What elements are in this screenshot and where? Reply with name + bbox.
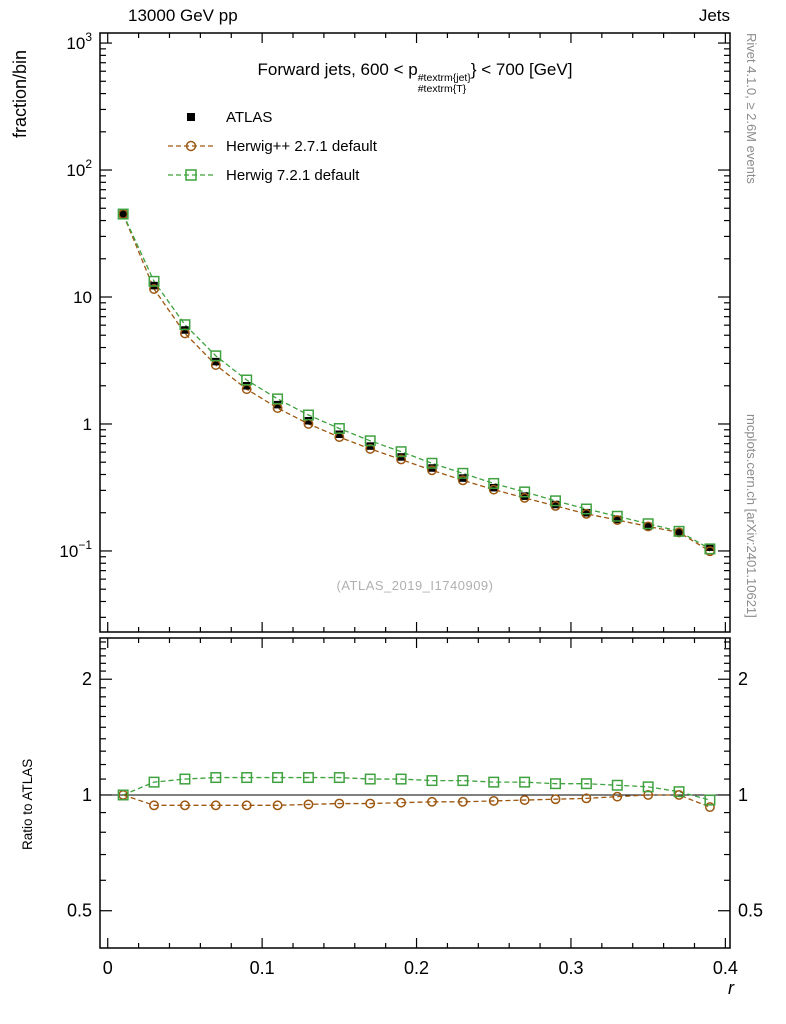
svg-text:ATLAS: ATLAS bbox=[226, 109, 272, 126]
beam-energy-label: 13000 GeV pp bbox=[128, 6, 238, 25]
plot-title: Forward jets, 600 < p #textrm{jet} #textrm… bbox=[100, 60, 730, 95]
svg-text:Herwig 7.2.1 default: Herwig 7.2.1 default bbox=[226, 167, 360, 184]
svg-text:0.1: 0.1 bbox=[250, 958, 275, 978]
main-line-herwig7 bbox=[122, 213, 711, 550]
main-panel-frame bbox=[99, 32, 731, 633]
legend-entry-herwigpp: Herwig++ 2.7.1 default bbox=[168, 138, 378, 155]
legend-entry-ATLAS: ATLAS bbox=[187, 109, 272, 126]
legend-entry-herwig7: Herwig 7.2.1 default bbox=[168, 167, 360, 184]
svg-text:0.4: 0.4 bbox=[713, 958, 738, 978]
x-axis-label: r bbox=[728, 978, 734, 998]
analysis-id-watermark: (ATLAS_2019_I1740909) bbox=[336, 578, 494, 593]
plot-title-sub: #textrm{T} bbox=[417, 82, 467, 95]
ratio-panel-series bbox=[100, 772, 730, 813]
main-panel-series bbox=[117, 208, 716, 557]
plot-title-sup: #textrm{jet} bbox=[417, 71, 471, 84]
main-markers-ATLAS bbox=[119, 210, 714, 551]
ratio-markers-herwig7 bbox=[117, 772, 716, 806]
rivet-version-label: Rivet 4.1.0, ≥ 2.6M events bbox=[744, 33, 759, 184]
plot-title-prefix: Forward jets, 600 < p bbox=[257, 60, 418, 79]
svg-text:2: 2 bbox=[82, 669, 92, 689]
svg-text:0: 0 bbox=[103, 958, 113, 978]
ratio-panel-frame bbox=[99, 637, 731, 949]
svg-text:10−1: 10−1 bbox=[59, 538, 92, 561]
main-markers-herwigpp bbox=[118, 209, 715, 557]
ratio-line-herwigpp bbox=[122, 794, 711, 808]
svg-text:103: 103 bbox=[66, 30, 92, 53]
plot-title-suffix: } < 700 [GeV] bbox=[470, 60, 573, 79]
main-markers-herwig7 bbox=[117, 208, 716, 555]
analysis-group-label: Jets bbox=[698, 6, 730, 25]
main-y-axis-label: fraction/bin bbox=[10, 49, 30, 138]
svg-text:1: 1 bbox=[738, 785, 748, 805]
legend: ATLAS Herwig++ 2.7.1 default Herwig 7.2.1 … bbox=[168, 109, 378, 184]
svg-text:Herwig++ 2.7.1 default: Herwig++ 2.7.1 default bbox=[226, 138, 378, 155]
svg-text:2: 2 bbox=[738, 669, 748, 689]
svg-text:10: 10 bbox=[73, 288, 92, 307]
svg-text:0.5: 0.5 bbox=[738, 901, 763, 921]
plot-title-subsup: #textrm{jet} #textrm{T} bbox=[417, 71, 471, 95]
ratio-y-axis-label: Ratio to ATLAS bbox=[20, 758, 35, 850]
svg-text:1: 1 bbox=[82, 785, 92, 805]
mcplots-reference-label: mcplots.cern.ch [arXiv:2401.10621] bbox=[744, 414, 759, 618]
ratio-markers-herwigpp bbox=[118, 790, 715, 813]
svg-text:0.5: 0.5 bbox=[67, 901, 92, 921]
svg-text:102: 102 bbox=[66, 157, 92, 180]
svg-text:1: 1 bbox=[83, 415, 92, 434]
svg-text:0.2: 0.2 bbox=[404, 958, 429, 978]
main-line-herwigpp bbox=[122, 213, 711, 552]
svg-text:0.3: 0.3 bbox=[558, 958, 583, 978]
